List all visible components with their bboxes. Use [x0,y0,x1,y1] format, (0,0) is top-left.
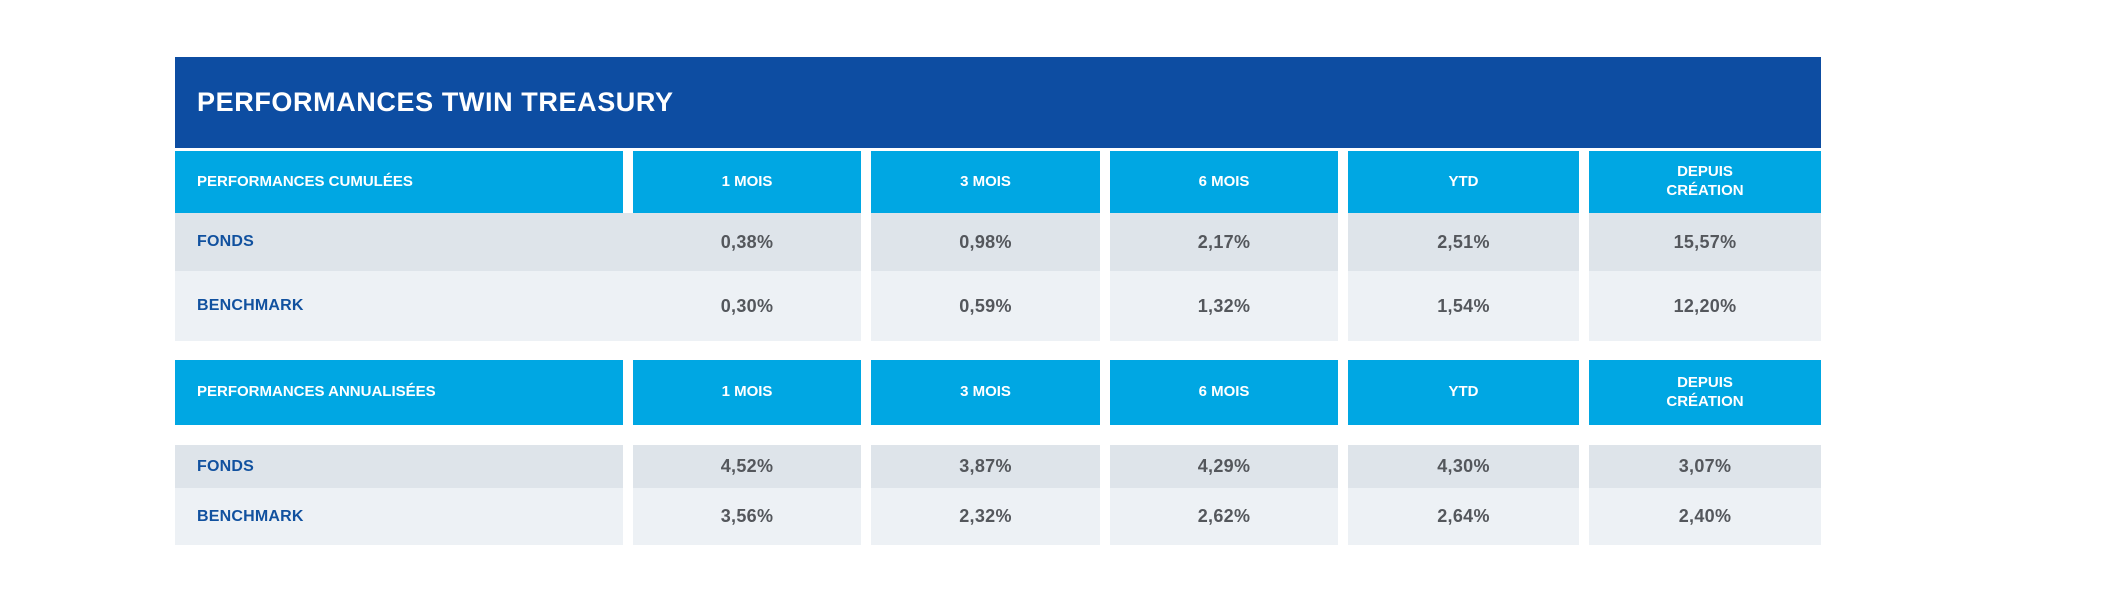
perf-value: 1,32% [1110,271,1338,341]
section-cumulees-header-row: PERFORMANCES CUMULÉES 1 MOIS 3 MOIS 6 MO… [175,151,1821,213]
perf-value: 0,30% [720,295,774,316]
column-header-6mois: 6 MOIS [1110,360,1338,425]
perf-value: 2,64% [1348,488,1579,545]
section-cumulees-label: PERFORMANCES CUMULÉES [175,151,623,213]
row-label-benchmark: BENCHMARK [197,297,304,314]
perf-value: 15,57% [1589,213,1821,271]
perf-value: 0,38% [720,231,774,252]
perf-value: 2,51% [1348,213,1579,271]
merged-label-cell: BENCHMARK 0,30% [175,271,861,341]
column-header-ytd: YTD [1348,151,1579,213]
column-header-3mois: 3 MOIS [871,151,1100,213]
column-header-depuis-creation: DEPUIS CRÉATION [1589,151,1821,213]
column-header-1mois: 1 MOIS [633,151,861,213]
column-header-6mois: 6 MOIS [1110,151,1338,213]
perf-value: 1,54% [1348,271,1579,341]
perf-value: 0,98% [871,213,1100,271]
perf-value: 2,62% [1110,488,1338,545]
perf-value: 3,07% [1589,445,1821,488]
merged-label-cell: FONDS 0,38% [175,213,861,271]
perf-value: 4,52% [633,445,861,488]
column-header-3mois: 3 MOIS [871,360,1100,425]
perf-value: 2,17% [1110,213,1338,271]
perf-value: 0,59% [871,271,1100,341]
perf-value: 3,87% [871,445,1100,488]
performance-table: PERFORMANCES TWIN TREASURY PERFORMANCES … [175,57,1821,545]
row-label-fonds: FONDS [197,233,254,250]
perf-value: 2,32% [871,488,1100,545]
column-header-1mois: 1 MOIS [633,360,861,425]
section-annualisees-label: PERFORMANCES ANNUALISÉES [175,360,623,425]
table-row-benchmark-cumulees: BENCHMARK 0,30% 0,59% 1,32% 1,54% 12,20% [175,271,1821,341]
table-row-benchmark-annualisees: BENCHMARK 3,56% 2,32% 2,62% 2,64% 2,40% [175,488,1821,545]
table-row-fonds-annualisees: FONDS 4,52% 3,87% 4,29% 4,30% 3,07% [175,445,1821,488]
perf-value: 4,29% [1110,445,1338,488]
section-annualisees-header-row: PERFORMANCES ANNUALISÉES 1 MOIS 3 MOIS 6… [175,360,1821,425]
row-label-fonds: FONDS [175,445,623,488]
table-title: PERFORMANCES TWIN TREASURY [197,87,674,117]
perf-value: 3,56% [633,488,861,545]
row-label-benchmark: BENCHMARK [175,488,623,545]
perf-value: 2,40% [1589,488,1821,545]
column-header-ytd: YTD [1348,360,1579,425]
column-header-depuis-creation: DEPUIS CRÉATION [1589,360,1821,425]
perf-value: 12,20% [1589,271,1821,341]
perf-value: 4,30% [1348,445,1579,488]
table-row-fonds-cumulees: FONDS 0,38% 0,98% 2,17% 2,51% 15,57% [175,213,1821,271]
table-title-bar: PERFORMANCES TWIN TREASURY [175,57,1821,148]
